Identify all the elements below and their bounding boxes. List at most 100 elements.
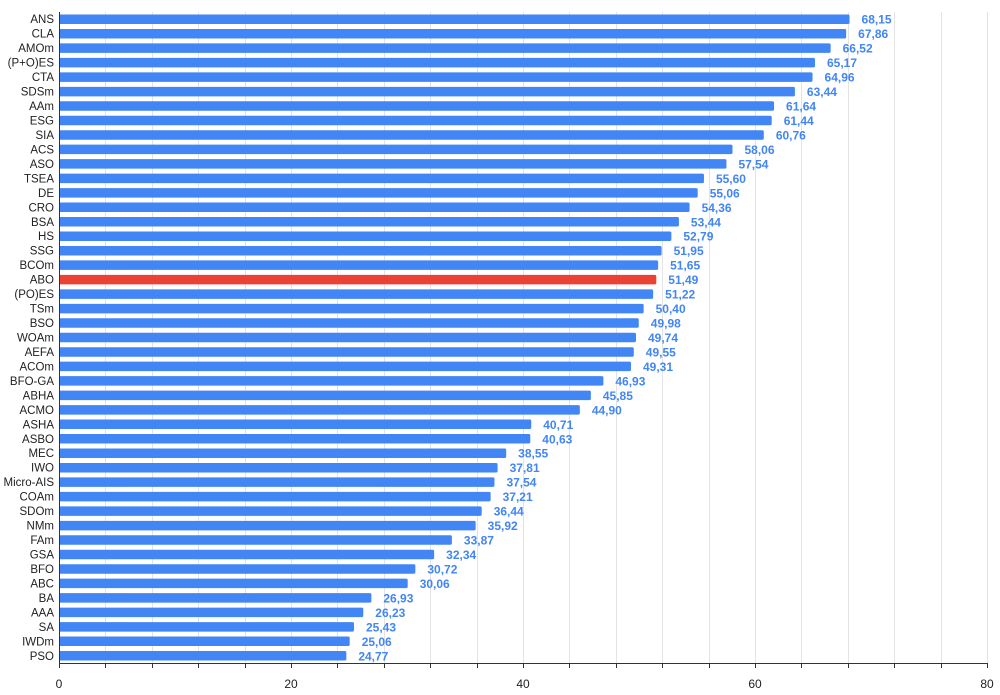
bar-coam [59, 491, 491, 502]
category-label: TSEA [24, 173, 54, 185]
category-label: SDSm [21, 87, 54, 99]
value-label: 37,81 [510, 461, 540, 475]
bar-cta [59, 72, 813, 82]
bar-pso [59, 651, 347, 661]
bar-gsa [59, 549, 435, 560]
category-label: ACOm [20, 361, 55, 373]
bar-fam [59, 535, 452, 545]
bar--po-es [59, 289, 654, 299]
bar-tsea [59, 173, 704, 184]
bar-asha [59, 419, 532, 430]
category-label: SA [39, 622, 55, 634]
category-label: FAm [30, 535, 54, 547]
bar-hs [59, 231, 672, 241]
value-label: 49,74 [648, 331, 678, 345]
category-label: BA [39, 593, 55, 605]
value-label: 55,06 [710, 186, 740, 200]
bar-iwdm [59, 636, 350, 647]
bar-ans [59, 14, 850, 24]
bar-ba [59, 593, 372, 603]
value-label: 50,40 [656, 302, 686, 316]
value-label: 37,21 [503, 490, 533, 504]
category-label: NMm [27, 521, 54, 533]
bar-abha [59, 390, 591, 401]
category-label: AMOm [18, 43, 54, 55]
category-label: IWO [31, 463, 54, 475]
category-label: GSA [30, 550, 55, 562]
category-label: BSO [30, 318, 54, 330]
bar-bfo [59, 564, 416, 574]
category-label: ACS [30, 144, 54, 156]
category-label: WOAm [17, 333, 54, 345]
value-label: 61,44 [784, 114, 814, 128]
value-label: 64,96 [825, 71, 855, 85]
value-label: 26,93 [383, 591, 413, 605]
bar-sdom [59, 506, 482, 516]
category-label: BCOm [20, 260, 55, 272]
bar-aso [59, 159, 727, 169]
category-label: BFO-GA [10, 376, 54, 388]
value-label: 24,77 [358, 649, 388, 663]
bar-asbo [59, 434, 531, 444]
value-label: 35,92 [488, 519, 518, 533]
bar--p-o-es [59, 57, 815, 68]
category-label: SIA [35, 130, 54, 142]
category-label: ACMO [20, 405, 55, 417]
bar-cro [59, 202, 690, 213]
bar-ssg [59, 245, 662, 256]
category-label: CRO [28, 202, 54, 214]
category-label: COAm [20, 492, 55, 504]
bar-iwo [59, 462, 498, 473]
bar-acom [59, 361, 631, 372]
bar-sdsm [59, 86, 795, 97]
value-label: 33,87 [464, 534, 494, 548]
value-label: 51,22 [665, 288, 695, 302]
bar-bfo-ga [59, 376, 604, 386]
value-label: 38,55 [518, 447, 548, 461]
bar-de [59, 188, 698, 198]
value-labels: 68,1567,8666,5265,1764,9663,4461,6461,44… [358, 13, 892, 664]
bar-amom [59, 43, 831, 53]
value-label: 61,64 [786, 100, 816, 114]
category-label: PSO [30, 651, 54, 663]
bar-bsa [59, 217, 679, 227]
value-label: 45,85 [603, 389, 633, 403]
category-labels: ANS CLA AMOm (P+O)ES CTA SDSm AAm ESG SIA ACS ASO T… [4, 14, 55, 663]
category-label: TSm [30, 304, 54, 316]
value-label: 49,55 [646, 345, 676, 359]
value-label: 46,93 [615, 374, 645, 388]
bars [59, 14, 850, 661]
value-label: 65,17 [827, 56, 857, 70]
x-axis: 0 20 40 60 80 [56, 12, 994, 691]
value-label: 54,36 [702, 201, 732, 215]
value-label: 52,79 [683, 230, 713, 244]
category-label: (PO)ES [14, 289, 54, 301]
value-label: 66,52 [843, 42, 873, 56]
category-label: (P+O)ES [8, 58, 55, 70]
value-label: 57,54 [738, 157, 768, 171]
bar-abo [59, 274, 657, 285]
category-label: IWDm [22, 636, 54, 648]
x-tick-label: 0 [56, 677, 63, 691]
category-label: HS [38, 231, 54, 243]
bar-nmm [59, 520, 476, 531]
category-label: ASHA [23, 419, 55, 431]
category-label: DE [38, 188, 54, 200]
bar-aaa [59, 607, 364, 618]
category-label: ESG [30, 116, 54, 128]
category-label: BFO [30, 564, 54, 576]
category-label: ABHA [23, 390, 55, 402]
value-label: 53,44 [691, 215, 721, 229]
category-label: AAm [29, 101, 54, 113]
category-label: CLA [32, 29, 55, 41]
bar-sa [59, 622, 354, 632]
value-label: 37,54 [506, 476, 536, 490]
bar-mec [59, 448, 507, 458]
x-tick-label: 40 [516, 677, 530, 691]
value-label: 30,72 [427, 562, 457, 576]
value-label: 55,60 [716, 172, 746, 186]
value-label: 44,90 [592, 403, 622, 417]
value-label: 30,06 [420, 577, 450, 591]
value-label: 40,71 [543, 418, 573, 432]
value-label: 58,06 [744, 143, 774, 157]
